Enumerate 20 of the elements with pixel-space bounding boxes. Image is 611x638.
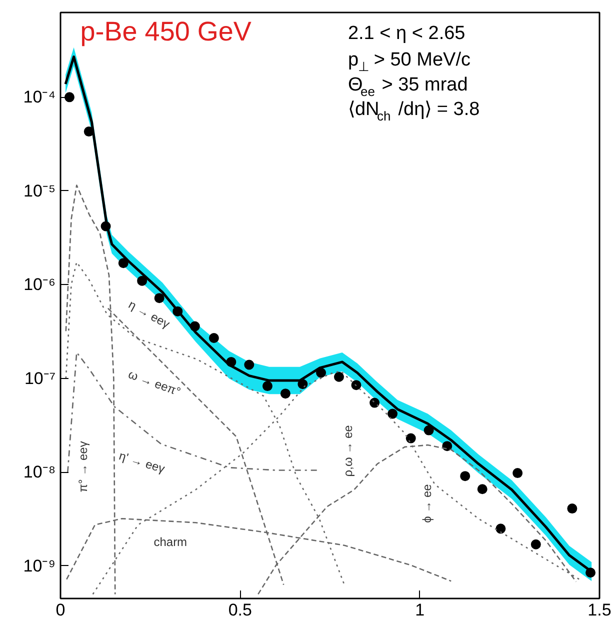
annotation: ϕ → ee bbox=[420, 484, 434, 523]
annotation: p⊥ > 50 MeV/c bbox=[348, 49, 470, 74]
y-tick-label: 10⁻⁸ bbox=[23, 462, 56, 482]
annotation: 2.1 < η < 2.65 bbox=[348, 22, 466, 44]
annotation: η → eeγ bbox=[126, 297, 172, 332]
y-tick-label: 10⁻⁷ bbox=[24, 368, 56, 388]
x-tick-label: 1.5 bbox=[588, 600, 611, 620]
annotation: ω → eeπ° bbox=[126, 367, 183, 399]
x-tick-label: 0 bbox=[56, 600, 66, 620]
x-tick-label: 0.5 bbox=[228, 600, 252, 620]
x-tick-label: 1 bbox=[415, 600, 425, 620]
annotation: ρ,ω → ee bbox=[340, 424, 355, 477]
y-tick-label: 10⁻⁹ bbox=[23, 556, 56, 576]
annotation: π° → eeγ bbox=[76, 441, 90, 492]
annotation: η' → eeγ bbox=[117, 448, 166, 476]
y-tick-label: 10⁻⁶ bbox=[24, 275, 56, 294]
y-tick-label: 10⁻⁴ bbox=[23, 88, 56, 107]
y-tick-label: 10⁻⁵ bbox=[24, 181, 56, 200]
annotation: p-Be 450 GeV bbox=[80, 16, 252, 47]
annotation: charm bbox=[154, 535, 188, 550]
